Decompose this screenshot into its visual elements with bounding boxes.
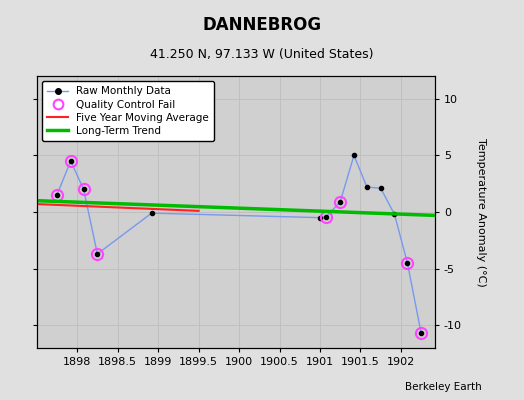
Text: Berkeley Earth: Berkeley Earth — [406, 382, 482, 392]
Text: DANNEBROG: DANNEBROG — [202, 16, 322, 34]
Text: 41.250 N, 97.133 W (United States): 41.250 N, 97.133 W (United States) — [150, 48, 374, 61]
Y-axis label: Temperature Anomaly (°C): Temperature Anomaly (°C) — [476, 138, 486, 286]
Legend: Raw Monthly Data, Quality Control Fail, Five Year Moving Average, Long-Term Tren: Raw Monthly Data, Quality Control Fail, … — [42, 81, 214, 141]
